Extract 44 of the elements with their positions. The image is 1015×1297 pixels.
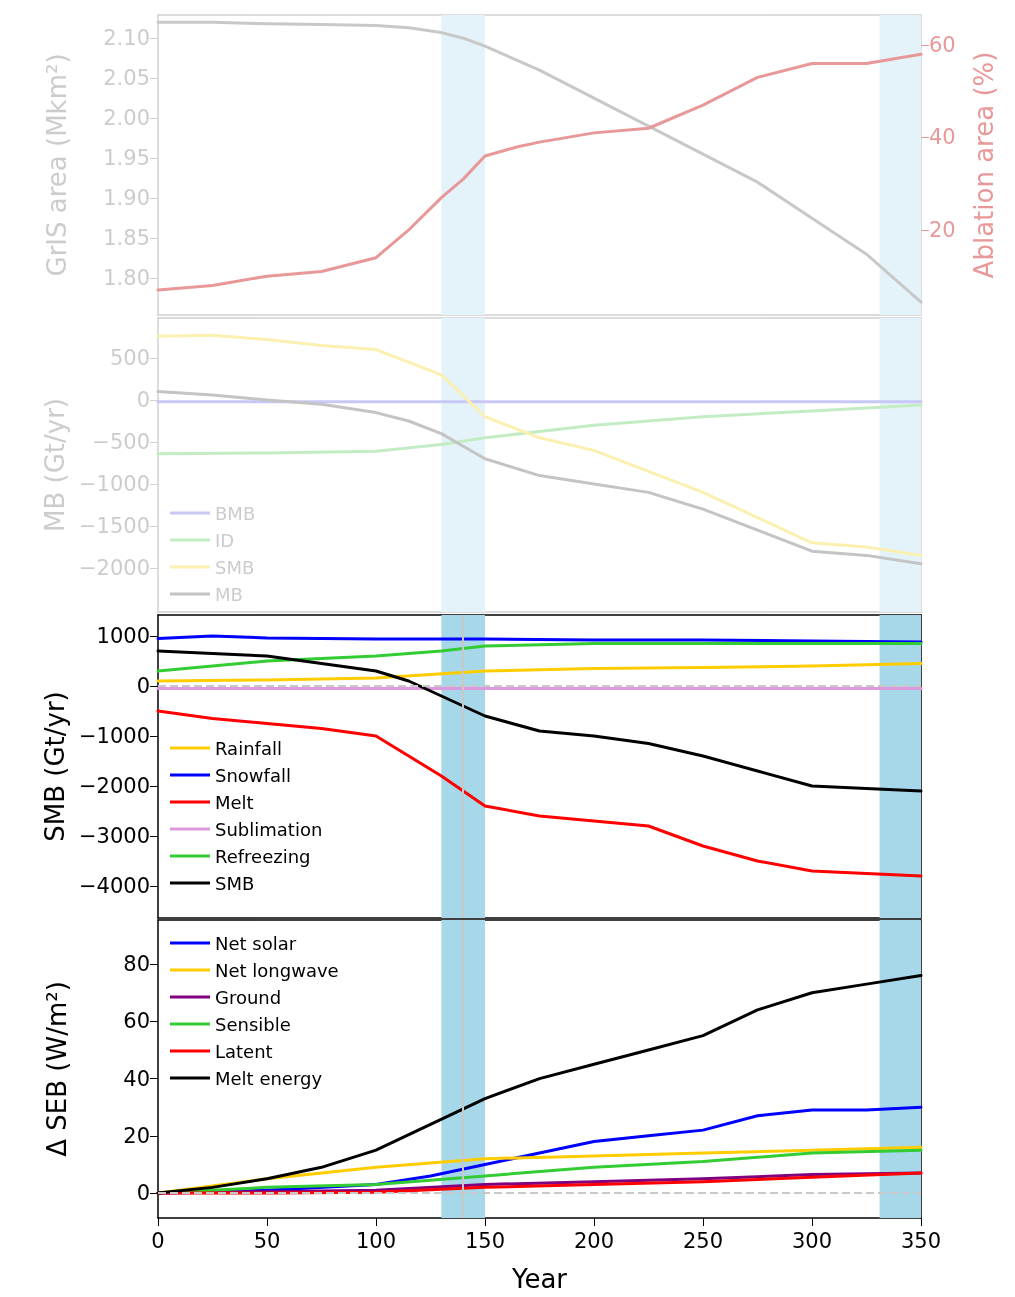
- legend-label: Net solar: [215, 932, 297, 954]
- x-tick-label: 200: [573, 1228, 615, 1253]
- y-tick-label: 20: [123, 1123, 150, 1148]
- legend-label: Refreezing: [215, 845, 311, 867]
- legend-label: Sublimation: [215, 818, 323, 840]
- legend-label: Melt: [215, 791, 254, 813]
- legend-label: Net longwave: [215, 959, 339, 981]
- y2-tick-label: 20: [929, 217, 956, 242]
- y-axis-title: SMB (Gt/yr): [40, 691, 71, 842]
- legend-label: Sensible: [215, 1013, 291, 1035]
- legend-label: Latent: [215, 1040, 273, 1062]
- line-series: [156, 662, 923, 683]
- y-tick-label: 0: [136, 674, 150, 698]
- legend-label: Ground: [215, 986, 282, 1008]
- legend-label: Melt energy: [215, 1067, 323, 1089]
- y-tick-label: 0: [136, 1181, 150, 1206]
- y-tick-label: 60: [123, 1009, 150, 1034]
- line-series: [156, 634, 923, 644]
- legend-label: Snowfall: [215, 764, 291, 786]
- x-tick-label: 150: [464, 1228, 506, 1253]
- y-axis-title: Δ SEB (W/m²): [42, 981, 72, 1157]
- legend-label: Rainfall: [215, 737, 282, 759]
- line-series: [156, 642, 923, 673]
- y2-tick-label: 40: [929, 125, 956, 150]
- y-tick-label: 80: [123, 952, 150, 977]
- line-series: [156, 709, 923, 878]
- x-tick-label: 50: [253, 1228, 281, 1253]
- y-tick-label: −3000: [78, 824, 150, 848]
- legend-label: SMB: [215, 872, 255, 894]
- x-tick-label: 250: [682, 1228, 724, 1253]
- y-tick-label: 1000: [96, 624, 150, 648]
- line-series: [156, 333, 923, 557]
- y-tick-label: −4000: [78, 874, 150, 898]
- y2-tick-label: 60: [929, 33, 956, 58]
- line-series: [156, 403, 923, 456]
- x-tick-label: 350: [900, 1228, 942, 1253]
- x-tick-label: 300: [791, 1228, 833, 1253]
- x-axis-title: Year: [510, 1264, 568, 1294]
- y2-axis-title: Ablation area (%): [969, 51, 999, 279]
- y-tick-label: −1000: [78, 724, 150, 748]
- y-tick-label: −2000: [78, 774, 150, 798]
- y-tick-label: 40: [123, 1066, 150, 1091]
- line-series: [156, 52, 923, 292]
- x-tick-label: 100: [355, 1228, 397, 1253]
